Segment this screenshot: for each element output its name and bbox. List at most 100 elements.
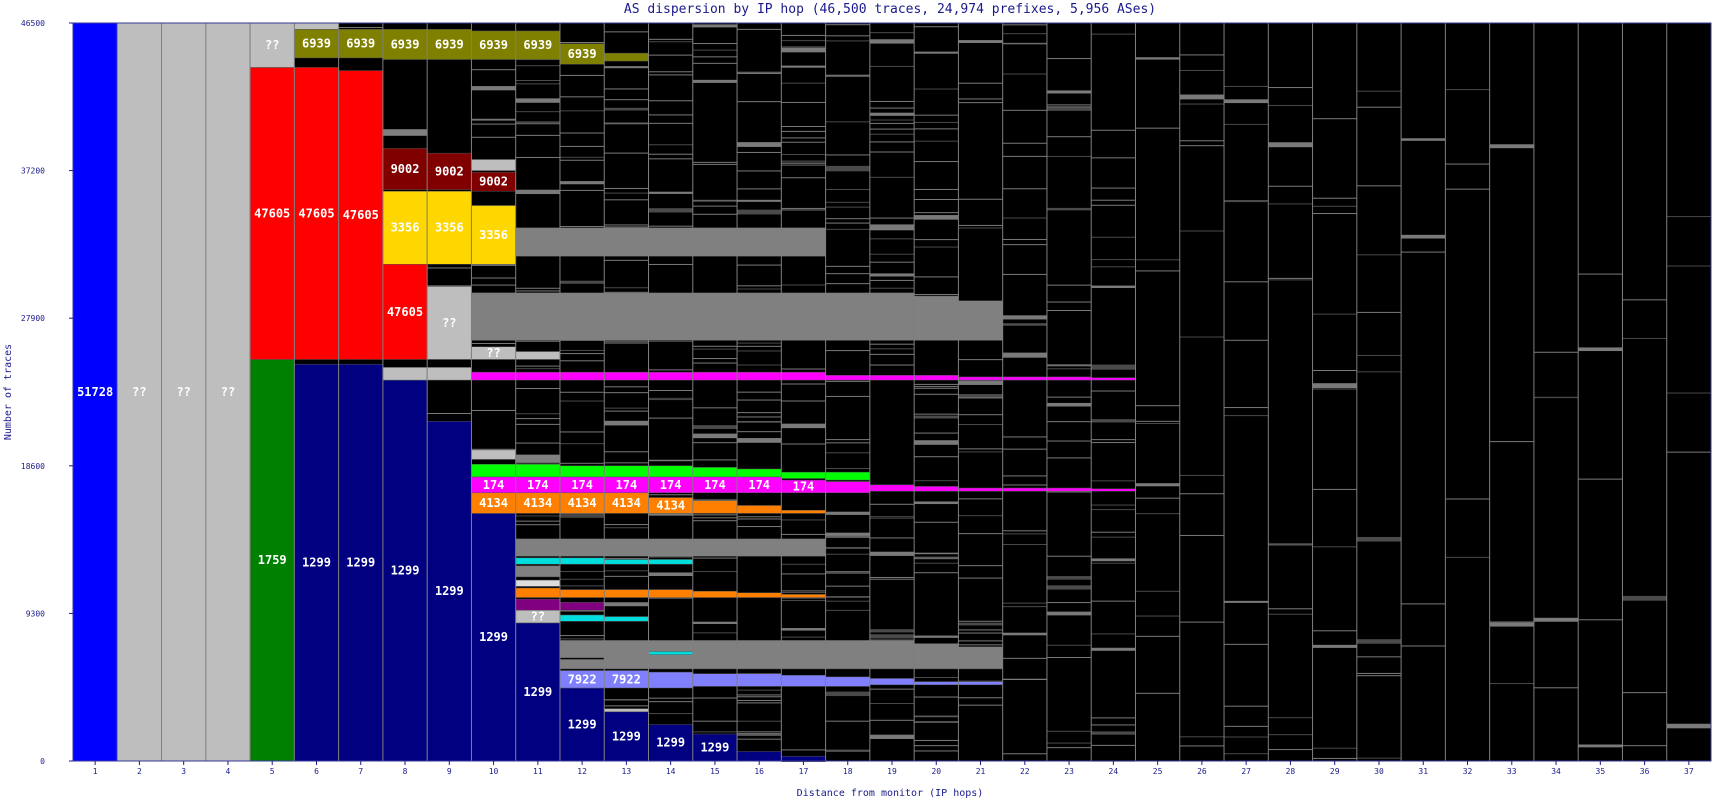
stripe-mark	[1489, 441, 1534, 443]
stripe-mark	[1445, 498, 1490, 500]
stripe-mark	[825, 350, 870, 352]
stripe-mark	[869, 702, 915, 704]
stripe-mark	[1312, 383, 1357, 389]
segment-label: ??	[442, 316, 456, 330]
stripe-mark	[604, 407, 649, 409]
stripe-mark	[1002, 24, 1047, 26]
stripe-mark	[869, 516, 915, 518]
stripe-mark	[825, 222, 870, 224]
stripe-mark	[914, 293, 959, 295]
stripe-mark	[1091, 157, 1136, 159]
stripe-mark	[1002, 323, 1047, 325]
stripe-mark	[869, 353, 915, 355]
stripe-mark	[781, 141, 826, 143]
stripe-mark	[1312, 644, 1357, 648]
stripe-mark	[1224, 85, 1269, 87]
stripe-mark	[1091, 285, 1136, 289]
y-tick-label: 9300	[26, 609, 45, 618]
stripe-mark	[869, 517, 915, 519]
segment-bar	[471, 159, 516, 171]
stripe-mark	[604, 123, 649, 125]
stripe-mark	[692, 520, 738, 522]
stripe-mark	[1179, 140, 1225, 142]
stripe-mark	[1224, 600, 1269, 603]
stripe-mark	[825, 452, 870, 454]
stripe-mark	[1312, 546, 1357, 548]
segment-bar	[603, 616, 649, 622]
stripe-mark	[1268, 185, 1313, 187]
stripe-mark	[559, 516, 605, 518]
stripe-mark	[648, 71, 693, 73]
stripe-mark	[914, 480, 959, 482]
segment-bar	[869, 678, 915, 686]
stripe-mark	[781, 368, 826, 370]
stripe-mark	[604, 386, 649, 388]
stripe-mark	[825, 24, 870, 26]
stripe-mark	[825, 691, 870, 697]
segment-label: 174	[660, 478, 682, 492]
stripe-mark	[1002, 602, 1047, 604]
stripe-mark	[825, 720, 870, 722]
x-tick-label: 21	[976, 767, 986, 776]
segment-label: 4134	[568, 496, 597, 510]
stripe-mark	[604, 287, 649, 289]
stripe-mark	[914, 716, 959, 718]
stripe-mark	[1002, 273, 1047, 275]
segment-label: 1299	[523, 685, 552, 699]
stripe-mark	[692, 407, 738, 409]
stripe-mark	[648, 417, 693, 419]
stripe-mark	[737, 734, 782, 736]
segment-bar	[382, 367, 428, 381]
segment-bar	[781, 640, 826, 670]
stripe-mark	[1312, 488, 1357, 490]
stripe-mark	[692, 632, 738, 634]
segment-bar	[603, 52, 649, 62]
y-tick-label: 27900	[21, 314, 45, 323]
stripe-mark	[737, 170, 782, 172]
stripe-mark	[1002, 448, 1047, 450]
stripe-mark	[1312, 197, 1357, 199]
stripe-mark	[648, 153, 693, 155]
stripe-mark	[1224, 407, 1269, 409]
stripe-mark	[692, 161, 738, 163]
stripe-mark	[869, 32, 915, 34]
segment-label: 9002	[391, 162, 420, 176]
stripe-mark	[1179, 736, 1225, 738]
segment-label: 47605	[343, 208, 379, 222]
segment-bar	[736, 592, 782, 598]
stripe-mark	[1091, 633, 1136, 635]
stripe-mark	[958, 704, 1003, 706]
segment-bar	[382, 129, 428, 136]
segment-bar	[736, 640, 782, 670]
stripe-mark	[1578, 273, 1623, 275]
stripe-mark	[737, 264, 782, 266]
x-tick-label: 26	[1197, 767, 1207, 776]
segment-label: 3356	[479, 228, 508, 242]
stripe-mark	[869, 343, 915, 345]
stripe-mark	[869, 151, 915, 153]
stripe-mark	[869, 537, 915, 539]
stripe-mark	[648, 263, 693, 265]
stripe-mark	[958, 397, 1003, 399]
stripe-mark	[1002, 217, 1047, 219]
stripe-mark	[648, 513, 693, 516]
stripe-mark	[1312, 388, 1357, 390]
segment-bar	[913, 486, 959, 492]
stripe-mark	[1091, 562, 1136, 564]
stripe-mark	[1489, 621, 1534, 623]
x-tick-label: 10	[489, 767, 499, 776]
stripe-mark	[914, 386, 959, 388]
segment-bar	[72, 22, 118, 762]
stripe-mark	[958, 533, 1003, 535]
stripe-mark	[869, 226, 915, 231]
segment-bar	[515, 598, 561, 611]
x-tick-label: 29	[1330, 767, 1340, 776]
y-axis-label: Number of traces	[3, 344, 14, 440]
stripe-mark	[1224, 415, 1269, 417]
stripe-mark	[1224, 736, 1269, 738]
stripe-mark	[825, 572, 870, 574]
stripe-mark	[781, 207, 826, 209]
stripe-mark	[604, 451, 649, 453]
stripe-mark	[1533, 351, 1579, 353]
x-tick-label: 23	[1064, 767, 1074, 776]
